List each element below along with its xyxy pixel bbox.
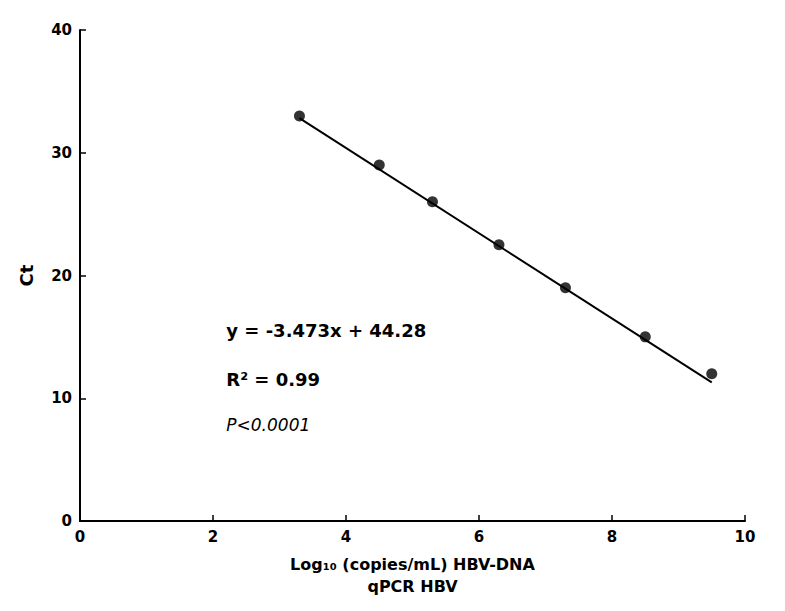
svg-text:4: 4 [341, 528, 351, 546]
svg-text:30: 30 [51, 144, 72, 162]
svg-text:2: 2 [208, 528, 218, 546]
svg-text:0: 0 [62, 512, 72, 530]
svg-text:R² = 0.99: R² = 0.99 [226, 369, 320, 390]
svg-text:Log₁₀ (copies/mL) HBV-DNA: Log₁₀ (copies/mL) HBV-DNA [290, 555, 535, 574]
svg-text:40: 40 [51, 21, 72, 39]
svg-text:y = -3.473x + 44.28: y = -3.473x + 44.28 [226, 320, 426, 341]
svg-text:10: 10 [51, 389, 72, 407]
svg-text:qPCR HBV: qPCR HBV [367, 577, 458, 596]
svg-text:10: 10 [735, 528, 756, 546]
svg-text:P<0.0001: P<0.0001 [226, 415, 310, 435]
svg-text:20: 20 [51, 267, 72, 285]
svg-text:6: 6 [474, 528, 484, 546]
svg-text:Ct: Ct [16, 264, 37, 286]
svg-text:8: 8 [607, 528, 617, 546]
svg-text:0: 0 [75, 528, 85, 546]
